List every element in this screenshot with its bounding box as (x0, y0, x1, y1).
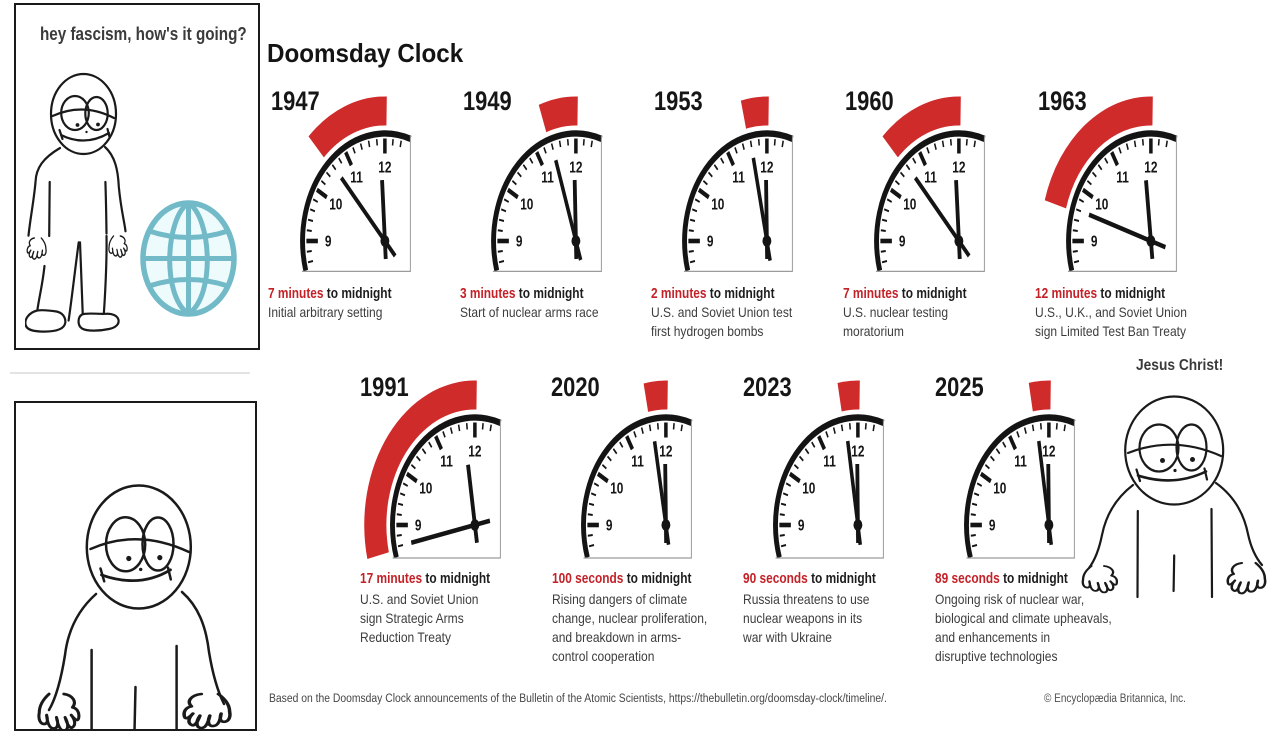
svg-text:11: 11 (541, 169, 554, 186)
svg-text:9: 9 (516, 233, 523, 250)
svg-text:9: 9 (1091, 233, 1098, 250)
svg-text:9: 9 (989, 517, 996, 534)
svg-text:11: 11 (823, 453, 836, 470)
svg-text:9: 9 (707, 233, 714, 250)
svg-text:12: 12 (468, 443, 481, 460)
svg-text:12: 12 (569, 159, 582, 176)
svg-text:10: 10 (993, 480, 1006, 497)
svg-text:12: 12 (851, 443, 864, 460)
svg-text:11: 11 (924, 169, 937, 186)
svg-text:10: 10 (610, 480, 623, 497)
svg-text:9: 9 (798, 517, 805, 534)
svg-text:9: 9 (606, 517, 613, 534)
svg-text:12: 12 (378, 159, 391, 176)
svg-text:11: 11 (1014, 453, 1027, 470)
svg-text:10: 10 (1095, 196, 1108, 213)
svg-text:11: 11 (732, 169, 745, 186)
svg-text:12: 12 (1144, 159, 1157, 176)
svg-text:10: 10 (520, 196, 533, 213)
svg-text:10: 10 (802, 480, 815, 497)
svg-text:12: 12 (659, 443, 672, 460)
svg-text:12: 12 (952, 159, 965, 176)
svg-text:12: 12 (760, 159, 773, 176)
svg-text:11: 11 (440, 453, 453, 470)
svg-text:10: 10 (419, 480, 432, 497)
svg-text:9: 9 (325, 233, 332, 250)
svg-text:10: 10 (903, 196, 916, 213)
svg-text:9: 9 (899, 233, 906, 250)
svg-text:12: 12 (1042, 443, 1055, 460)
svg-text:11: 11 (631, 453, 644, 470)
svg-text:11: 11 (1116, 169, 1129, 186)
svg-text:11: 11 (350, 169, 363, 186)
svg-text:9: 9 (415, 517, 422, 534)
svg-text:10: 10 (711, 196, 724, 213)
svg-text:10: 10 (329, 196, 342, 213)
